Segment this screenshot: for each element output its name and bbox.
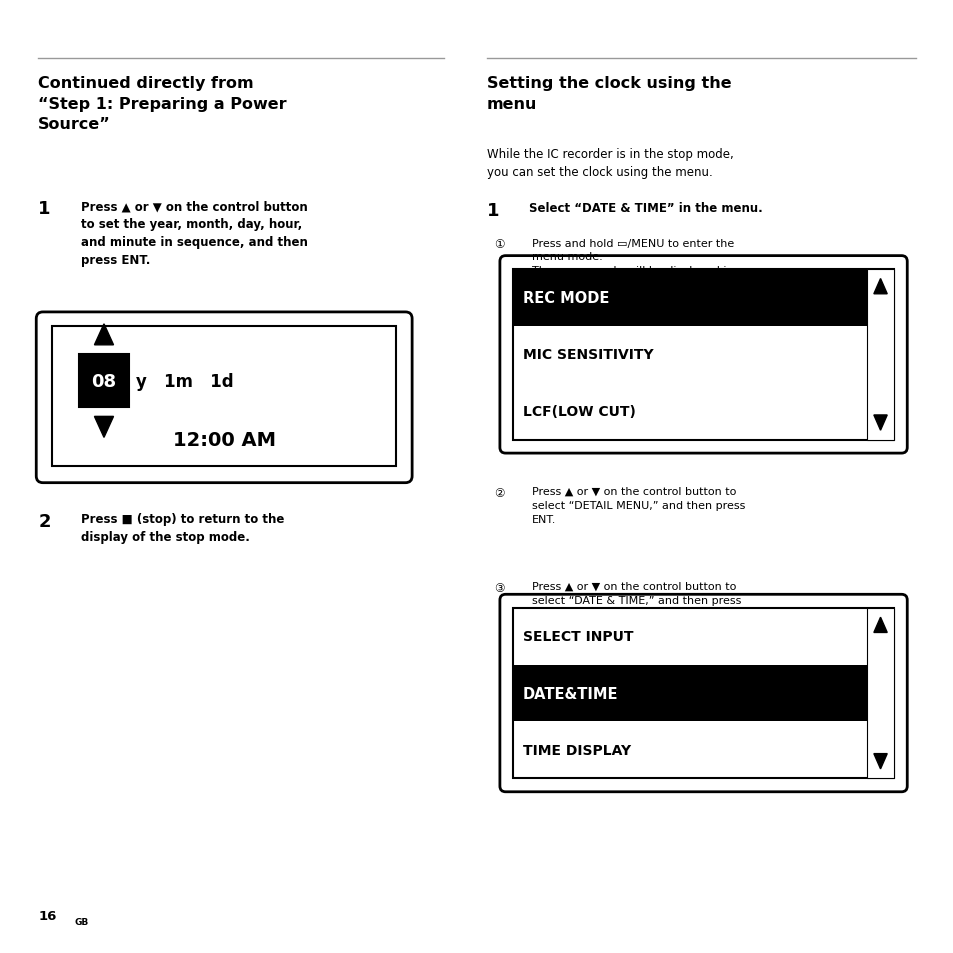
Text: y   1m   1d: y 1m 1d <box>136 373 233 390</box>
Text: 12:00 AM: 12:00 AM <box>172 431 275 450</box>
Text: Press ▲ or ▼ on the control button to
select “DETAIL MENU,” and then press
ENT.: Press ▲ or ▼ on the control button to se… <box>532 486 745 524</box>
Text: 16: 16 <box>38 909 56 923</box>
Polygon shape <box>873 416 886 431</box>
Bar <box>79 355 129 408</box>
Text: 2: 2 <box>38 513 51 531</box>
Bar <box>513 270 893 440</box>
Text: While the IC recorder is in the stop mode,
you can set the clock using the menu.: While the IC recorder is in the stop mod… <box>486 148 733 178</box>
Text: ②: ② <box>494 486 504 499</box>
Polygon shape <box>873 279 886 294</box>
Text: DATE&TIME: DATE&TIME <box>522 686 618 700</box>
FancyBboxPatch shape <box>499 256 906 454</box>
Text: Press and hold ▭/MENU to enter the
menu mode.
The menu mode will be displayed in: Press and hold ▭/MENU to enter the menu … <box>532 238 734 291</box>
Text: Setting the clock using the
menu: Setting the clock using the menu <box>486 76 730 112</box>
Text: Press ▲ or ▼ on the control button to
select “DATE & TIME,” and then press
ENT.: Press ▲ or ▼ on the control button to se… <box>532 581 740 619</box>
Text: REC MODE: REC MODE <box>522 291 609 306</box>
Text: TIME DISPLAY: TIME DISPLAY <box>522 743 630 758</box>
Text: LCF(LOW CUT): LCF(LOW CUT) <box>522 405 635 419</box>
Polygon shape <box>873 754 886 769</box>
Text: Press ■ (stop) to return to the
display of the stop mode.: Press ■ (stop) to return to the display … <box>81 513 284 543</box>
Text: 1: 1 <box>486 202 498 220</box>
Text: ①: ① <box>494 238 504 252</box>
Polygon shape <box>873 618 886 633</box>
Text: GB: GB <box>74 918 89 926</box>
Bar <box>52 327 395 467</box>
Text: Continued directly from
“Step 1: Preparing a Power
Source”: Continued directly from “Step 1: Prepari… <box>38 76 287 132</box>
Text: SELECT INPUT: SELECT INPUT <box>522 629 633 643</box>
Bar <box>513 608 893 779</box>
Text: Select “DATE & TIME” in the menu.: Select “DATE & TIME” in the menu. <box>529 202 762 215</box>
Bar <box>513 665 866 721</box>
Text: ③: ③ <box>494 581 504 595</box>
Bar <box>513 270 866 327</box>
FancyBboxPatch shape <box>36 313 412 483</box>
Text: 1: 1 <box>38 200 51 218</box>
Polygon shape <box>94 417 113 438</box>
Text: MIC SENSITIVITY: MIC SENSITIVITY <box>522 348 653 362</box>
Bar <box>866 608 893 779</box>
Text: Press ▲ or ▼ on the control button
to set the year, month, day, hour,
and minute: Press ▲ or ▼ on the control button to se… <box>81 200 308 267</box>
Polygon shape <box>94 324 113 346</box>
FancyBboxPatch shape <box>499 595 906 792</box>
Bar <box>866 270 893 440</box>
Text: 08: 08 <box>91 373 116 390</box>
